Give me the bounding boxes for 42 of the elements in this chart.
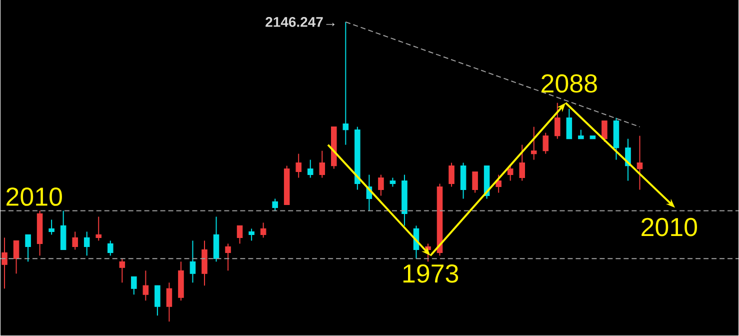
candlestick (530, 126, 537, 161)
candlestick (48, 219, 54, 236)
annotation: 1973 (403, 264, 458, 283)
candlestick (84, 231, 90, 256)
candlestick (131, 276, 137, 296)
candlestick (25, 234, 31, 262)
candlestick (119, 258, 126, 284)
annotation: 2010 (642, 218, 698, 237)
annotation: 2088 (542, 74, 597, 93)
candlestick (272, 198, 278, 212)
candlestick (507, 166, 514, 182)
candlestick (319, 150, 326, 178)
candlestick (154, 285, 160, 316)
candlestick (296, 154, 302, 178)
candlestick (542, 132, 549, 155)
candlestick (213, 216, 220, 262)
candlestick (13, 240, 20, 274)
candlestick (636, 136, 643, 190)
candlestick (566, 108, 572, 140)
candlestick (519, 144, 525, 182)
candlestick (472, 171, 478, 194)
candlestick (307, 160, 314, 178)
candlestick (142, 270, 149, 302)
candlestick (225, 243, 231, 272)
candlestick (496, 174, 502, 194)
candlestick (96, 216, 102, 242)
candlestick (448, 162, 454, 188)
candlestick (2, 237, 8, 290)
candlestick (190, 240, 196, 284)
candlestick (460, 162, 466, 200)
candlestick (72, 231, 78, 250)
candlestick (248, 228, 254, 242)
annotation: 2010 (6, 188, 62, 206)
candlestick (260, 222, 266, 238)
candlestick (60, 210, 66, 250)
annotation: 2146.247→ (266, 17, 335, 28)
candlestick (236, 225, 243, 244)
candlestick (378, 174, 384, 196)
candlestick (166, 282, 172, 322)
candlestick (342, 22, 349, 146)
candlestick (107, 240, 114, 256)
candlestick (202, 240, 208, 286)
